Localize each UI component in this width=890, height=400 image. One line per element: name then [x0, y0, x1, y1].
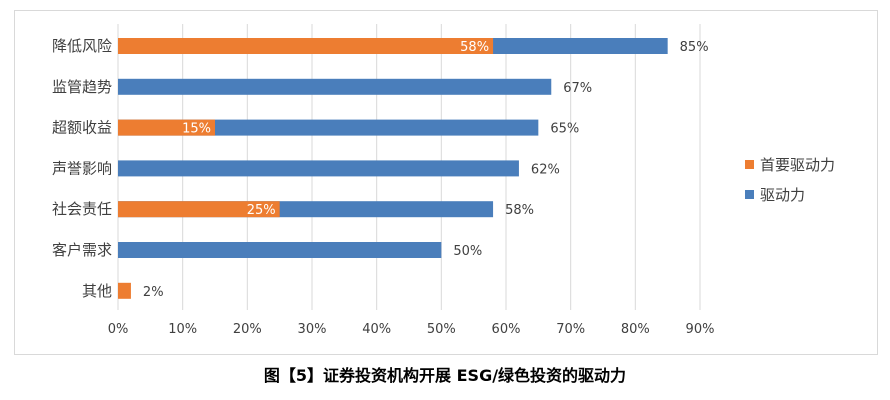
data-label-driver: 65%: [550, 122, 579, 137]
x-tick-label: 60%: [492, 322, 521, 337]
data-label-primary: 2%: [143, 285, 164, 300]
data-label-driver: 58%: [505, 203, 534, 218]
data-label-driver: 67%: [563, 81, 592, 96]
bar-primary: [118, 283, 131, 299]
data-label-primary: 15%: [182, 122, 211, 137]
bar-chart: 0% 10% 20% 30% 40% 50% 60% 70% 80% 90% 降低风险 85% 58% 监…: [0, 0, 890, 360]
x-tick-label: 10%: [168, 322, 197, 337]
category-label: 降低风险: [52, 37, 112, 55]
category-label: 超额收益: [52, 119, 112, 137]
data-label-primary: 58%: [460, 40, 489, 55]
legend-swatch: [745, 190, 754, 199]
category-label: 监管趋势: [52, 78, 112, 96]
x-tick-label: 80%: [621, 322, 650, 337]
legend-label: 首要驱动力: [760, 156, 835, 174]
bar-driver: [118, 160, 519, 176]
data-label-driver: 50%: [453, 244, 482, 259]
category-label: 声誉影响: [52, 159, 112, 177]
chart-caption: 图【5】证券投资机构开展 ESG/绿色投资的驱动力: [0, 362, 890, 386]
category-label: 其他: [82, 282, 112, 300]
x-tick-label: 90%: [686, 322, 715, 337]
legend-label: 驱动力: [760, 186, 805, 204]
data-label-primary: 25%: [247, 203, 276, 218]
x-tick-label: 30%: [298, 322, 327, 337]
x-tick-label: 20%: [233, 322, 262, 337]
legend-swatch: [745, 160, 754, 169]
data-label-driver: 85%: [680, 40, 709, 55]
x-tick-label: 40%: [362, 322, 391, 337]
x-tick-label: 0%: [108, 322, 129, 337]
x-tick-label: 50%: [427, 322, 456, 337]
bar-driver: [118, 79, 551, 95]
bar-primary: [118, 38, 493, 54]
category-label: 客户需求: [52, 241, 112, 259]
x-tick-label: 70%: [556, 322, 585, 337]
bar-driver: [118, 242, 441, 258]
data-label-driver: 62%: [531, 162, 560, 177]
category-label: 社会责任: [52, 200, 112, 218]
